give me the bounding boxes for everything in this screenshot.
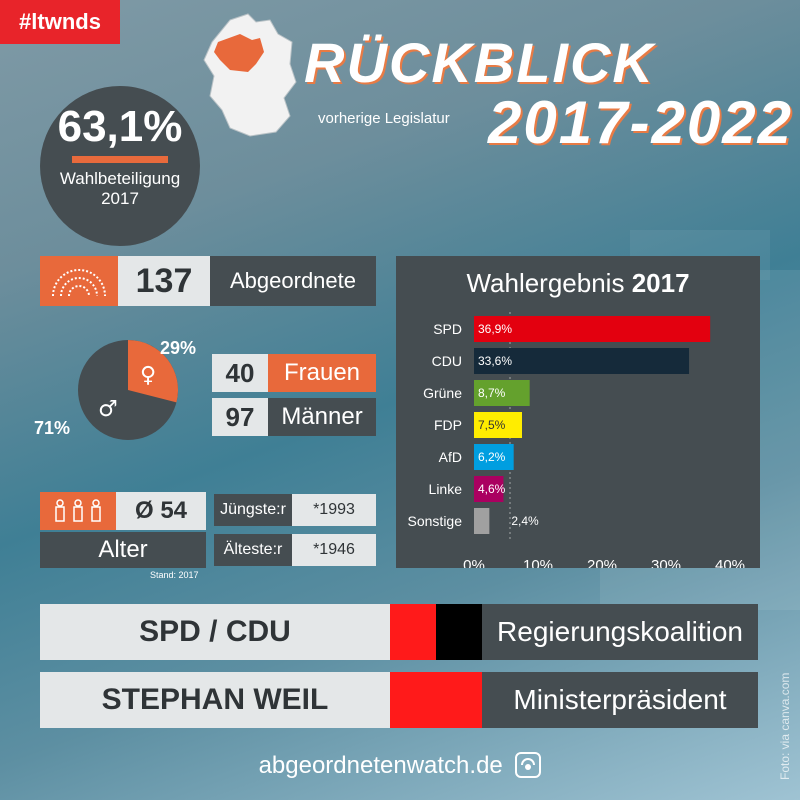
hashtag-badge[interactable]: #ltwnds: [0, 0, 120, 44]
turnout-circle: 63,1% Wahlbeteiligung 2017: [40, 86, 200, 246]
coalition-label: Regierungskoalition: [482, 604, 758, 660]
minister-name: STEPHAN WEIL: [40, 672, 390, 728]
pie-female-slice: [128, 340, 178, 403]
male-percent: 71%: [34, 418, 71, 438]
people-icon-box: [40, 492, 116, 530]
oldest-label: Älteste:r: [214, 534, 292, 566]
minister-party-color: [390, 672, 482, 728]
bar-afd: [474, 444, 514, 470]
seats-value: 137: [118, 256, 210, 306]
age-average: Ø 54: [116, 492, 206, 530]
turnout-label: Wahlbeteiligung: [59, 169, 181, 188]
turnout-value: 63,1%: [57, 102, 183, 151]
stand-note: Stand: 2017: [150, 570, 199, 580]
x-tick-label: 20%: [587, 557, 617, 568]
age-label: Alter: [40, 532, 206, 568]
male-label: Männer: [268, 398, 376, 436]
chart-title: Wahlergebnis 2017: [396, 268, 760, 299]
bar-cdu: [474, 348, 690, 374]
x-tick-label: 10%: [523, 557, 553, 568]
parliament-icon-box: [40, 256, 118, 306]
female-symbol-icon: ♀: [140, 363, 156, 388]
youngest-value: *1993: [292, 494, 376, 526]
female-label: Frauen: [268, 354, 376, 392]
bar-value-label: 33,6%: [478, 354, 512, 368]
x-tick-label: 0%: [463, 557, 485, 568]
chart-title-year: 2017: [631, 268, 690, 298]
female-percent: 29%: [160, 338, 197, 358]
bar-spd: [474, 316, 711, 342]
coalition-parties: SPD / CDU: [40, 604, 390, 660]
bar-category-label: Grüne: [423, 385, 462, 401]
footer-site[interactable]: abgeordnetenwatch.de: [0, 752, 800, 780]
turnout-underline: [72, 156, 168, 163]
bar-value-label: 2,4%: [511, 514, 539, 528]
x-tick-label: 30%: [651, 557, 681, 568]
abgeordnetenwatch-logo-icon: [515, 752, 542, 778]
x-tick-label: 40%: [715, 557, 745, 568]
bar-value-label: 6,2%: [478, 450, 506, 464]
bar-category-label: AfD: [439, 449, 462, 465]
election-result-chart: Wahlergebnis 2017 SPD 36,9% CDU 33,6% Grüne 8…: [396, 256, 760, 568]
oldest-value: *1946: [292, 534, 376, 566]
male-symbol-icon: ♂: [98, 397, 118, 422]
youngest-label: Jüngste:r: [214, 494, 292, 526]
parliament-icon: [52, 269, 106, 297]
bar-linke: [474, 476, 504, 502]
gender-pie-chart: ♀ ♂: [78, 340, 178, 440]
bar-category-label: CDU: [432, 353, 462, 369]
bar-sonstige: [474, 508, 490, 534]
minister-label: Ministerpräsident: [482, 672, 758, 728]
male-count: 97: [212, 398, 268, 436]
coalition-color-cdu: [436, 604, 482, 660]
germany-map-icon: [203, 13, 297, 137]
photo-credit: Foto: via canva.com: [778, 672, 792, 780]
bar-value-label: 8,7%: [478, 386, 506, 400]
subtitle: vorherige Legislatur: [318, 110, 450, 127]
turnout-year: 2017: [101, 189, 139, 208]
period: 2017-2022: [488, 89, 793, 156]
coalition-color-spd: [390, 604, 436, 660]
chart-svg: SPD 36,9% CDU 33,6% Grüne 8,7% FDP 7,5% AfD 6,2% L…: [408, 312, 745, 568]
female-count: 40: [212, 354, 268, 392]
bar-category-label: FDP: [434, 417, 462, 433]
chart-title-prefix: Wahlergebnis: [466, 268, 625, 298]
bar-category-label: Sonstige: [408, 513, 463, 529]
bar-value-label: 7,5%: [478, 418, 506, 432]
bar-value-label: 4,6%: [478, 482, 506, 496]
bar-value-label: 36,9%: [478, 322, 512, 336]
bar-fdp: [474, 412, 522, 438]
title: RÜCKBLICK: [304, 31, 655, 94]
bar-category-label: Linke: [429, 481, 463, 497]
bar-category-label: SPD: [433, 321, 462, 337]
bar-grüne: [474, 380, 530, 406]
people-icon: [55, 499, 101, 522]
footer-site-text: abgeordnetenwatch.de: [258, 752, 503, 779]
seats-label: Abgeordnete: [210, 256, 376, 306]
